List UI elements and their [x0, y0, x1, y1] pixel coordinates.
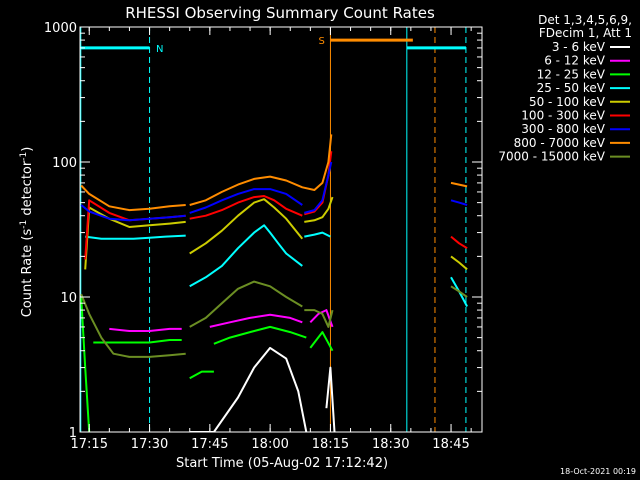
x-tick-label-5: 18:30: [372, 437, 409, 452]
series-line-6-segment-2: [304, 161, 333, 214]
legend-label-2: 12 - 25 keV: [537, 67, 606, 81]
series-line-3-segment-1: [189, 224, 303, 288]
series-line-3-segment-0: [85, 234, 186, 240]
y-tick-label-2: 100: [52, 156, 77, 171]
x-axis: 17:15 17:30 17:45 18:00 18:15 18:30 18:45: [71, 27, 472, 452]
series-line-8-segment-0: [80, 293, 186, 358]
series-line-8-segment-3: [450, 285, 468, 298]
legend-label-4: 50 - 100 keV: [529, 95, 606, 109]
y-tick-label-0: 1: [69, 426, 77, 441]
x-tick-label-0: 17:15: [71, 437, 108, 452]
series-line-2-segment-0: [80, 296, 91, 432]
series-line-7-segment-0: [80, 184, 186, 212]
series-line-2-segment-2: [189, 370, 214, 380]
legend: Det 1,3,4,5,6,9, FDecim 1, Att 1 3 - 6 k…: [498, 13, 632, 164]
series-line-4-segment-3: [450, 255, 468, 271]
series-line-7-segment-1: [189, 134, 333, 206]
series-line-1-segment-1: [209, 313, 303, 328]
flag-label-1: S: [318, 36, 324, 47]
x-tick-label-6: 18:45: [432, 437, 469, 452]
series-line-0-segment-0: [189, 346, 308, 432]
series-line-5-segment-3: [450, 235, 468, 250]
series-line-4-segment-1: [189, 198, 304, 255]
x-axis-label: Start Time (05-Aug-02 17:12:42): [176, 456, 388, 471]
chart-title: RHESSI Observing Summary Count Rates: [125, 4, 435, 22]
time-markers: [80, 27, 467, 432]
x-tick-label-3: 18:00: [251, 437, 288, 452]
series-line-2-segment-3: [213, 325, 307, 345]
series-line-6-segment-0: [80, 204, 186, 222]
y-axis: 1 10 100 1000: [44, 21, 482, 441]
y-tick-label-3: 1000: [44, 21, 77, 36]
legend-label-1: 6 - 12 keV: [544, 54, 606, 68]
series-line-0-segment-1: [325, 366, 336, 432]
series-line-7-segment-2: [450, 181, 468, 188]
series-line-5-segment-1: [189, 195, 303, 220]
y-tick-label-1: 10: [60, 291, 77, 306]
series-line-2-segment-1: [93, 339, 182, 344]
legend-label-5: 100 - 300 keV: [521, 109, 605, 123]
series-line-3-segment-2: [304, 231, 331, 238]
series-line-1-segment-0: [109, 327, 182, 332]
footer-timestamp: 18-Oct-2021 00:19: [560, 467, 636, 476]
x-tick-label-4: 18:15: [312, 437, 349, 452]
legend-label-6: 300 - 800 keV: [521, 122, 605, 136]
series-line-6-segment-3: [450, 199, 468, 206]
legend-label-0: 3 - 6 keV: [552, 40, 606, 54]
legend-label-3: 25 - 50 keV: [537, 81, 606, 95]
series-line-8-segment-1: [189, 280, 303, 328]
series-lines: [80, 134, 468, 432]
series-line-4-segment-2: [304, 196, 334, 223]
legend-label-8: 7000 - 15000 keV: [498, 150, 605, 164]
legend-label-7: 800 - 7000 keV: [514, 136, 606, 150]
observing-flags: NS: [80, 36, 466, 55]
x-tick-label-2: 17:45: [191, 437, 228, 452]
series-line-2-segment-4: [309, 331, 334, 352]
y-axis-label: Count Rate (s-1 detector-1): [19, 147, 35, 318]
legend-header-detectors: Det 1,3,4,5,6,9,: [538, 13, 632, 27]
x-tick-label-1: 17:30: [131, 437, 168, 452]
plot-frame: [79, 26, 483, 433]
series-line-6-segment-1: [189, 188, 303, 214]
flag-label-0: N: [156, 44, 163, 55]
series-line-8-segment-2: [304, 309, 334, 328]
legend-header-decimation: FDecim 1, Att 1: [539, 26, 632, 40]
